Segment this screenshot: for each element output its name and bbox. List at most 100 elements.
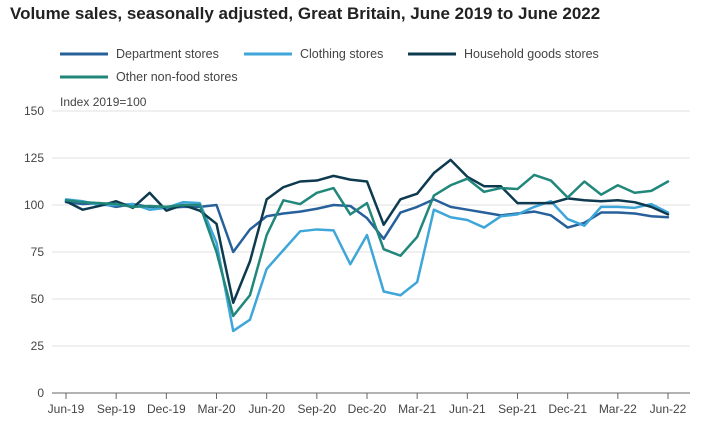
data-point: [600, 211, 602, 214]
data-point: [382, 238, 385, 240]
data-point: [148, 208, 151, 211]
x-tick-label: Dec-19: [147, 402, 186, 416]
data-point: [617, 206, 619, 208]
data-point: [115, 200, 117, 203]
data-point: [265, 268, 268, 270]
data-point: [182, 204, 184, 206]
data-point: [433, 194, 435, 197]
data-point: [265, 198, 268, 201]
data-point: [215, 251, 218, 253]
data-point: [583, 199, 586, 202]
legend-label: Other non-food stores: [116, 70, 238, 84]
data-point: [182, 201, 184, 203]
data-point: [299, 203, 301, 205]
data-point: [215, 204, 218, 206]
legend: Department stores Clothing stores Househol…: [60, 47, 599, 84]
data-point: [366, 202, 368, 204]
data-point: [349, 178, 352, 181]
data-point: [316, 179, 318, 182]
data-point: [148, 191, 151, 194]
data-point: [483, 211, 485, 214]
x-tick-label: Mar-20: [197, 402, 235, 416]
data-point: [332, 204, 335, 206]
series-lines: [64, 158, 670, 333]
data-point: [148, 205, 151, 207]
data-point: [282, 212, 285, 215]
y-tick-label: 150: [24, 104, 44, 118]
x-tick-label: Jun-20: [248, 402, 285, 416]
data-point: [282, 199, 285, 202]
data-point: [499, 185, 502, 187]
grid-lines: [52, 110, 690, 347]
series-line-other-non-food-stores: [64, 173, 670, 318]
data-point: [667, 216, 669, 219]
data-point: [265, 234, 268, 236]
data-point: [650, 206, 653, 208]
data-point: [249, 294, 251, 297]
data-point: [617, 184, 619, 187]
data-point: [265, 215, 268, 218]
data-point: [232, 251, 235, 253]
data-point: [550, 202, 552, 204]
data-point: [98, 205, 101, 207]
y-tick-label: 125: [24, 151, 44, 165]
data-point: [583, 222, 586, 224]
data-point: [533, 174, 536, 176]
data-point: [449, 216, 452, 219]
x-tick-label: Mar-22: [599, 402, 637, 416]
data-point: [316, 207, 318, 210]
x-tick-label: Sep-20: [297, 402, 336, 416]
data-point: [617, 199, 619, 202]
data-point: [399, 198, 402, 201]
data-point: [198, 209, 201, 212]
data-point: [416, 281, 418, 283]
y-tick-label: 0: [37, 386, 44, 400]
data-point: [433, 172, 435, 174]
axes: 0 25 50 75 100 125 150 Jun-19 Sep-19 Dec-19 Mar-20…: [24, 104, 690, 416]
x-tick-label: Mar-21: [398, 402, 436, 416]
data-point: [115, 206, 117, 208]
data-point: [81, 201, 84, 203]
data-point: [667, 213, 669, 216]
data-point: [483, 191, 485, 193]
data-point: [165, 209, 168, 212]
legend-label: Household goods stores: [464, 47, 599, 61]
data-point: [550, 200, 552, 203]
data-point: [449, 206, 452, 208]
data-point: [399, 254, 402, 257]
data-point: [382, 290, 385, 293]
x-tick-label: Jun-19: [48, 402, 85, 416]
chart-title: Volume sales, seasonally adjusted, Great…: [10, 4, 601, 23]
data-point: [132, 206, 134, 208]
data-point: [466, 208, 469, 211]
data-point: [633, 212, 636, 215]
data-point: [81, 208, 84, 211]
data-point: [332, 175, 335, 177]
data-point: [366, 217, 368, 219]
data-point: [633, 201, 636, 203]
data-point: [449, 159, 452, 161]
data-point: [466, 177, 469, 180]
data-point: [633, 207, 636, 209]
y-tick-label: 25: [31, 339, 45, 353]
data-point: [499, 187, 502, 189]
x-tick-label: Sep-21: [498, 402, 537, 416]
data-point: [316, 228, 318, 231]
data-point: [416, 236, 418, 238]
data-point: [416, 206, 418, 208]
x-tick-label: Dec-21: [548, 402, 587, 416]
x-tick-label: Jun-21: [449, 402, 486, 416]
data-point: [316, 191, 318, 194]
data-point: [516, 213, 519, 216]
data-point: [349, 263, 352, 266]
data-point: [366, 180, 368, 183]
data-point: [650, 215, 653, 218]
data-point: [249, 228, 251, 231]
data-point: [232, 315, 235, 317]
data-point: [533, 202, 536, 204]
data-point: [182, 206, 184, 208]
data-point: [633, 191, 636, 194]
data-point: [600, 193, 602, 196]
data-point: [282, 249, 285, 251]
